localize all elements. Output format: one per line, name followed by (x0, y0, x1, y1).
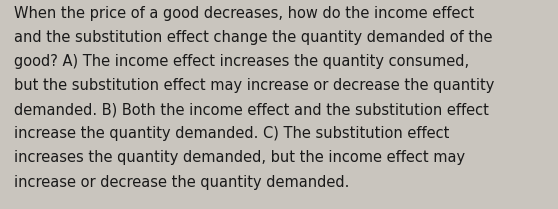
Text: but the substitution effect may increase or decrease the quantity: but the substitution effect may increase… (14, 78, 494, 93)
Text: increase the quantity demanded. C) The substitution effect: increase the quantity demanded. C) The s… (14, 126, 449, 141)
Text: increases the quantity demanded, but the income effect may: increases the quantity demanded, but the… (14, 150, 465, 166)
Text: and the substitution effect change the quantity demanded of the: and the substitution effect change the q… (14, 30, 493, 45)
Text: demanded. B) Both the income effect and the substitution effect: demanded. B) Both the income effect and … (14, 102, 489, 117)
Text: good? A) The income effect increases the quantity consumed,: good? A) The income effect increases the… (14, 54, 469, 69)
Text: increase or decrease the quantity demanded.: increase or decrease the quantity demand… (14, 175, 349, 190)
Text: When the price of a good decreases, how do the income effect: When the price of a good decreases, how … (14, 6, 474, 21)
